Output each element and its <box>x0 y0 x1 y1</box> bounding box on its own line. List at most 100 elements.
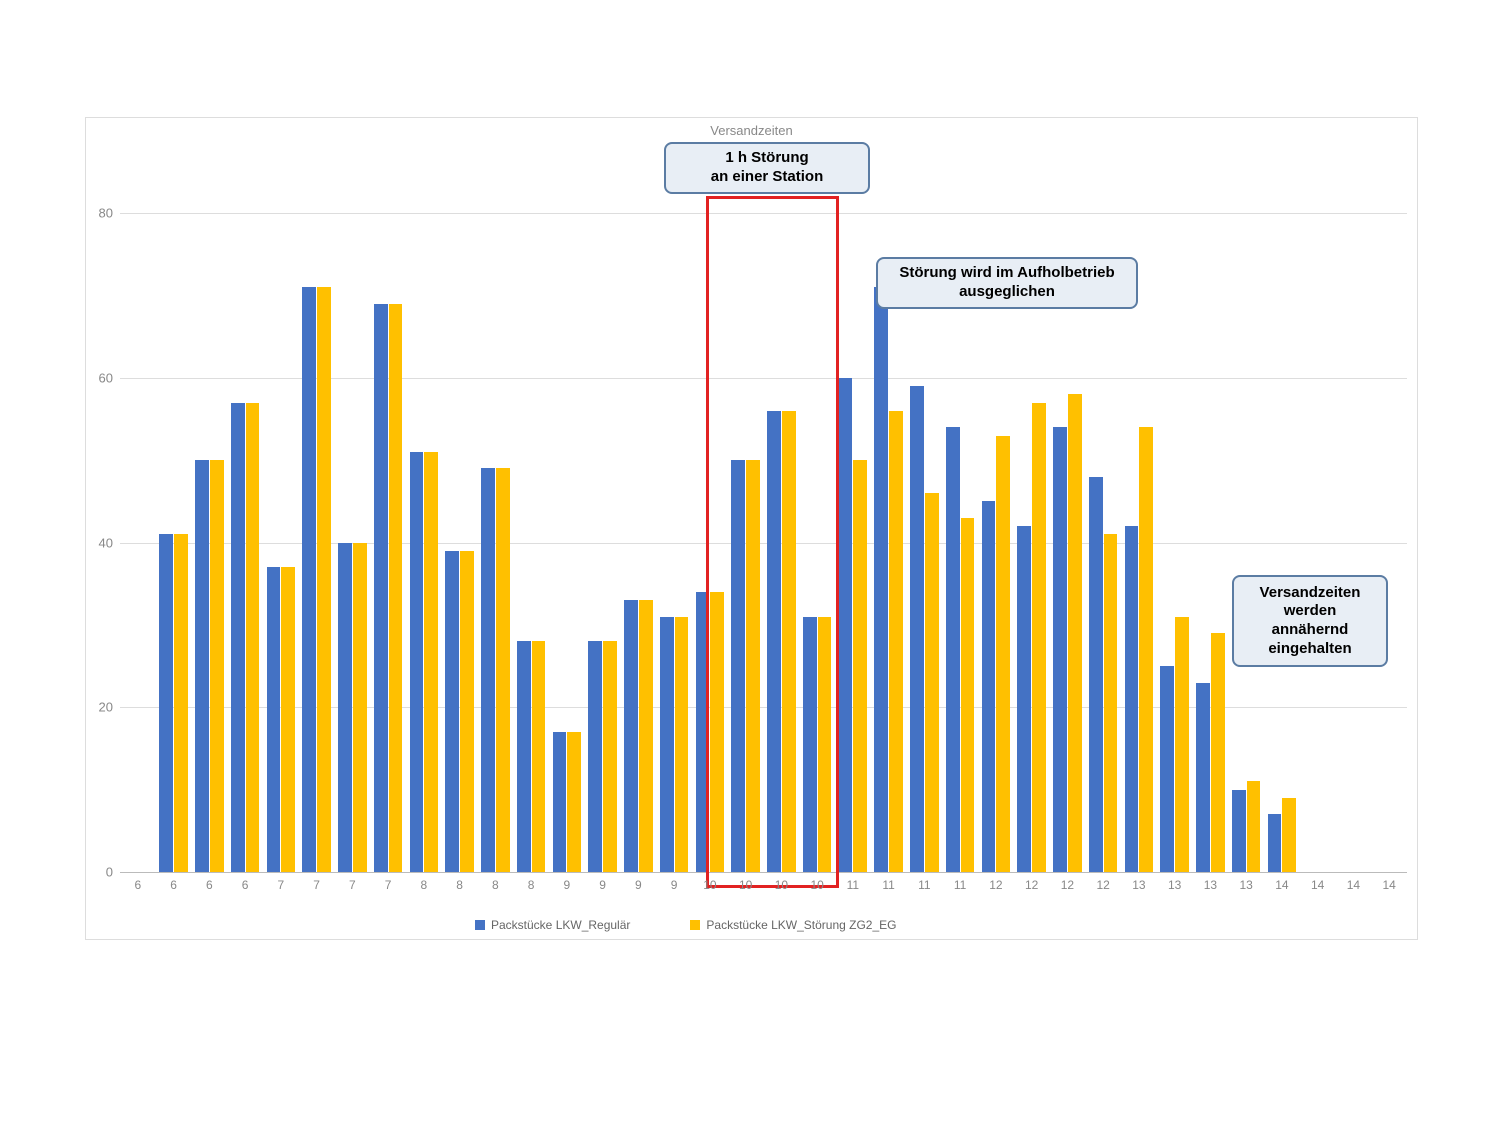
highlight-box <box>706 196 839 888</box>
x-tick-label: 7 <box>278 878 285 892</box>
y-tick-label: 0 <box>85 865 113 880</box>
bar <box>159 534 173 872</box>
y-tick-label: 40 <box>85 535 113 550</box>
bar <box>910 386 924 872</box>
x-tick-label: 12 <box>989 878 1002 892</box>
x-tick-label: 12 <box>1061 878 1074 892</box>
bar <box>639 600 653 872</box>
bar <box>302 287 316 872</box>
bar <box>961 518 975 872</box>
x-tick-label: 12 <box>1096 878 1109 892</box>
bar <box>874 287 888 872</box>
x-tick-label: 6 <box>242 878 249 892</box>
bar <box>1139 427 1153 872</box>
bar <box>231 403 245 872</box>
x-tick-label: 9 <box>599 878 606 892</box>
x-tick-label: 9 <box>564 878 571 892</box>
x-tick-label: 14 <box>1347 878 1360 892</box>
x-tick-label: 11 <box>847 878 859 892</box>
legend-swatch <box>690 920 700 930</box>
x-tick-label: 11 <box>918 878 930 892</box>
x-tick-label: 11 <box>882 878 894 892</box>
bar <box>267 567 281 872</box>
y-tick-label: 20 <box>85 700 113 715</box>
bar <box>389 304 403 872</box>
bar <box>496 468 510 872</box>
x-tick-label: 10 <box>810 878 823 892</box>
legend-label: Packstücke LKW_Regulär <box>491 918 630 932</box>
bar <box>424 452 438 872</box>
bar <box>603 641 617 872</box>
x-tick-label: 6 <box>135 878 142 892</box>
bar <box>1196 683 1210 872</box>
y-tick-label: 60 <box>85 370 113 385</box>
x-tick-label: 6 <box>206 878 213 892</box>
bar <box>982 501 996 872</box>
bar <box>338 543 352 872</box>
x-tick-label: 12 <box>1025 878 1038 892</box>
legend: Packstücke LKW_Regulär Packstücke LKW_Stö… <box>475 918 897 932</box>
x-tick-label: 10 <box>775 878 788 892</box>
bar <box>675 617 689 872</box>
bar <box>353 543 367 872</box>
bar <box>1211 633 1225 872</box>
bar <box>839 378 853 872</box>
bar <box>460 551 474 872</box>
bar <box>174 534 188 872</box>
x-tick-label: 14 <box>1382 878 1395 892</box>
bar <box>246 403 260 872</box>
bar <box>567 732 581 872</box>
x-tick-label: 14 <box>1275 878 1288 892</box>
legend-item: Packstücke LKW_Störung ZG2_EG <box>690 918 896 932</box>
bar <box>1282 798 1296 872</box>
bar <box>996 436 1010 872</box>
callout-versandzeiten: Versandzeiten werden annähernd eingehalt… <box>1232 575 1388 667</box>
x-tick-label: 7 <box>349 878 356 892</box>
x-tick-label: 13 <box>1132 878 1145 892</box>
y-tick-label: 80 <box>85 206 113 221</box>
bar <box>1175 617 1189 872</box>
legend-item: Packstücke LKW_Regulär <box>475 918 630 932</box>
x-tick-label: 11 <box>954 878 966 892</box>
bar <box>553 732 567 872</box>
bar <box>517 641 531 872</box>
bar <box>210 460 224 872</box>
x-tick-label: 7 <box>313 878 320 892</box>
x-tick-label: 8 <box>528 878 535 892</box>
bar <box>1125 526 1139 872</box>
x-tick-label: 13 <box>1168 878 1181 892</box>
bar <box>853 460 867 872</box>
bar <box>1089 477 1103 872</box>
callout-stoerung: 1 h Störung an einer Station <box>664 142 870 194</box>
x-tick-label: 13 <box>1239 878 1252 892</box>
bar <box>1068 394 1082 872</box>
bar <box>445 551 459 872</box>
bar <box>588 641 602 872</box>
bar <box>1104 534 1118 872</box>
bar <box>317 287 331 872</box>
bar <box>1247 781 1261 872</box>
bar <box>481 468 495 872</box>
bar <box>925 493 939 872</box>
bar <box>1032 403 1046 872</box>
bar <box>660 617 674 872</box>
bar <box>1232 790 1246 872</box>
x-tick-label: 14 <box>1311 878 1324 892</box>
x-tick-label: 8 <box>421 878 428 892</box>
x-tick-label: 9 <box>671 878 678 892</box>
bar <box>1053 427 1067 872</box>
bar <box>532 641 546 872</box>
x-tick-label: 10 <box>739 878 752 892</box>
bar <box>410 452 424 872</box>
bar <box>624 600 638 872</box>
bar <box>946 427 960 872</box>
bar <box>1160 666 1174 872</box>
legend-swatch <box>475 920 485 930</box>
bar <box>889 411 903 872</box>
callout-aufholbetrieb: Störung wird im Aufholbetrieb ausgeglich… <box>876 257 1138 309</box>
x-tick-label: 8 <box>492 878 499 892</box>
bar <box>195 460 209 872</box>
bar <box>374 304 388 872</box>
bar <box>281 567 295 872</box>
x-tick-label: 7 <box>385 878 392 892</box>
